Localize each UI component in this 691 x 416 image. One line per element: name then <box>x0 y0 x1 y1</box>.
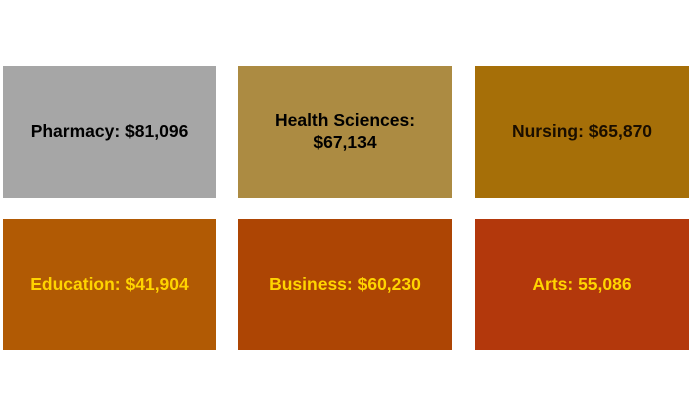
tile-arts-label: Arts: 55,086 <box>532 273 632 294</box>
tile-health-sciences: Health Sciences: $67,134 <box>238 66 452 198</box>
tile-business-label: Business: $60,230 <box>269 273 421 294</box>
tile-health-sciences-label: Health Sciences: $67,134 <box>274 110 416 152</box>
tile-education-label: Education: $41,904 <box>30 273 189 294</box>
tile-education: Education: $41,904 <box>3 219 216 350</box>
tile-pharmacy: Pharmacy: $81,096 <box>3 66 216 198</box>
tile-pharmacy-label: Pharmacy: $81,096 <box>30 121 189 142</box>
tile-nursing: Nursing: $65,870 <box>475 66 689 198</box>
tile-business: Business: $60,230 <box>238 219 452 350</box>
tile-arts: Arts: 55,086 <box>475 219 689 350</box>
tile-nursing-label: Nursing: $65,870 <box>511 121 653 142</box>
